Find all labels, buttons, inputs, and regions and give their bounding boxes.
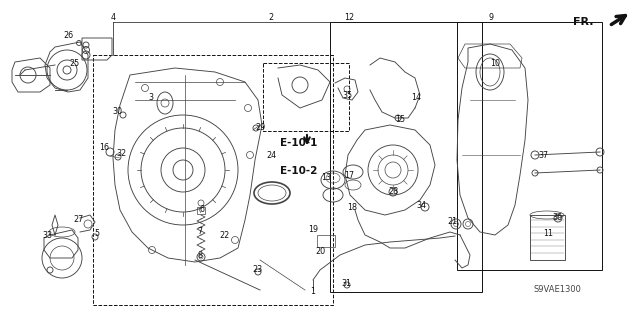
Text: 19: 19	[308, 226, 318, 234]
Text: 25: 25	[69, 58, 79, 68]
Text: 12: 12	[344, 13, 354, 23]
Bar	[457, 22, 602, 270]
Text: 33: 33	[42, 232, 52, 241]
Text: 9: 9	[488, 13, 493, 23]
Text: 13: 13	[321, 174, 331, 182]
Text: 14: 14	[411, 93, 421, 102]
Text: FR.: FR.	[573, 17, 594, 27]
Text: S9VAE1300: S9VAE1300	[533, 285, 581, 293]
Text: 15: 15	[395, 115, 405, 124]
Text: 17: 17	[344, 170, 354, 180]
Text: 20: 20	[315, 248, 325, 256]
Bar	[93, 55, 333, 305]
Text: 32: 32	[116, 149, 126, 158]
Text: 6: 6	[200, 205, 205, 214]
Text: 2: 2	[268, 13, 273, 23]
Text: 11: 11	[543, 228, 553, 238]
Text: 22: 22	[219, 231, 229, 240]
Text: 36: 36	[552, 213, 562, 222]
Text: 30: 30	[112, 108, 122, 116]
Text: 21: 21	[447, 218, 457, 226]
Text: 5: 5	[95, 228, 100, 238]
Text: 34: 34	[416, 201, 426, 210]
Bar	[330, 22, 482, 292]
Text: 35: 35	[342, 91, 352, 100]
Text: 31: 31	[341, 278, 351, 287]
Bar	[530, 215, 565, 260]
Text: 27: 27	[74, 216, 84, 225]
Bar	[197, 207, 205, 214]
Text: 24: 24	[266, 151, 276, 160]
Text: 16: 16	[99, 144, 109, 152]
Text: 3: 3	[148, 93, 154, 101]
Text: 7: 7	[197, 227, 203, 236]
Text: 28: 28	[388, 188, 398, 197]
Bar	[263, 63, 349, 131]
Text: 26: 26	[63, 31, 73, 40]
Text: 37: 37	[538, 151, 548, 160]
Text: 18: 18	[347, 204, 357, 212]
Text: E-10-2: E-10-2	[280, 166, 317, 176]
Text: E-10-1: E-10-1	[280, 138, 317, 148]
Text: 4: 4	[111, 13, 115, 23]
Text: 8: 8	[198, 251, 202, 261]
Text: 29: 29	[256, 122, 266, 131]
Text: 10: 10	[490, 58, 500, 68]
Bar	[317, 235, 335, 247]
Text: 23: 23	[252, 265, 262, 275]
Text: 1: 1	[310, 286, 316, 295]
